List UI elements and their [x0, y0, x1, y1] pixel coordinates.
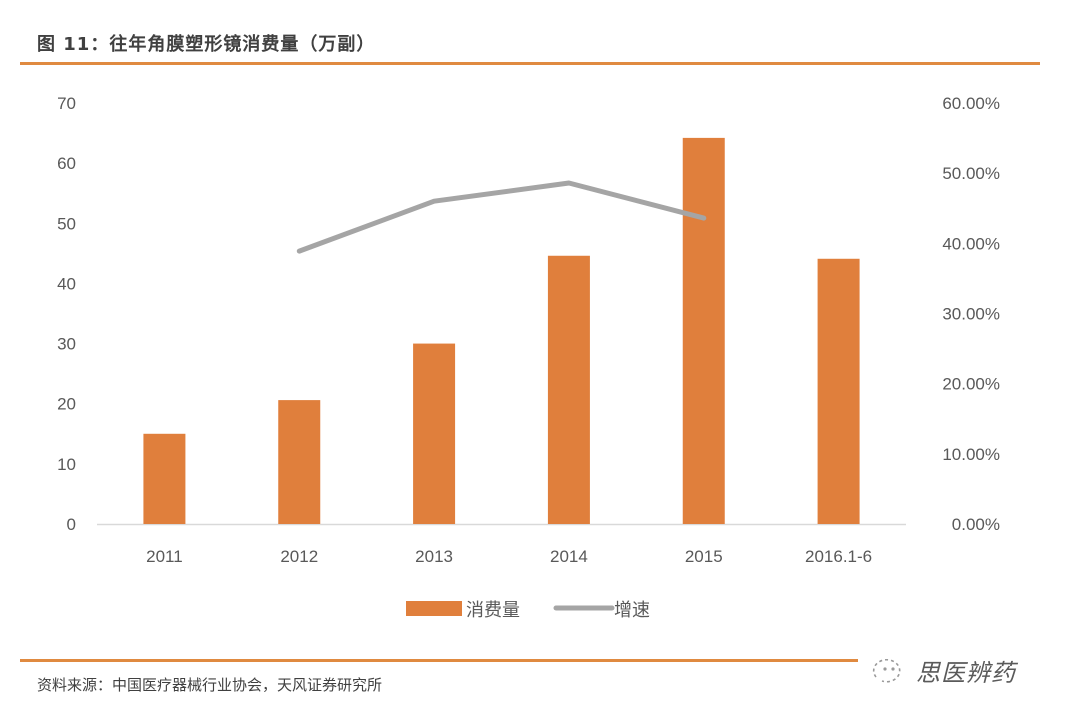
right-axis-tick: 0.00%	[952, 515, 1000, 534]
left-axis-ticks: 0 10 20 30 40 50 60 70	[57, 94, 76, 534]
left-axis-tick: 70	[57, 94, 76, 113]
bar	[817, 258, 860, 524]
legend-line-label: 增速	[614, 600, 650, 621]
right-axis-tick: 30.00%	[942, 305, 1000, 324]
right-axis-tick: 40.00%	[942, 234, 1000, 253]
left-axis-tick: 50	[57, 214, 76, 233]
legend-bar-label: 消费量	[466, 600, 520, 621]
legend: 消费量 增速	[406, 600, 650, 621]
right-axis-tick: 60.00%	[942, 94, 1000, 113]
bar	[143, 433, 186, 524]
x-axis-tick: 2016.1-6	[805, 547, 872, 566]
x-axis-tick: 2012	[280, 547, 318, 566]
figure-title: 图 11：往年角膜塑形镜消费量（万副）	[37, 34, 376, 55]
legend-bar-swatch	[406, 601, 462, 616]
left-axis-tick: 20	[57, 395, 76, 414]
x-axis-labels: 2011 2012 2013 2014 2015 2016.1-6	[146, 547, 872, 566]
watermark-text: 思医辨药	[916, 658, 1016, 687]
bar	[547, 255, 590, 524]
top-divider	[20, 62, 1040, 65]
x-axis-tick: 2015	[685, 547, 723, 566]
x-axis-tick: 2011	[146, 547, 183, 566]
right-axis-tick: 10.00%	[942, 445, 1000, 464]
bar	[278, 400, 321, 524]
left-axis-tick: 60	[57, 154, 76, 173]
watermark: 思医辨药	[872, 652, 1016, 688]
right-axis-ticks: 0.00% 10.00% 20.00% 30.00% 40.00% 50.00% 60.00…	[942, 94, 1000, 534]
bar-series	[143, 137, 860, 524]
left-axis-tick: 40	[57, 274, 76, 293]
left-axis-tick: 0	[67, 515, 76, 534]
source-note: 资料来源：中国医疗器械行业协会，天风证券研究所	[37, 676, 383, 694]
bar	[413, 343, 456, 524]
right-axis-tick: 20.00%	[942, 375, 1000, 394]
left-axis-tick: 10	[57, 455, 76, 474]
x-axis-tick: 2014	[550, 547, 588, 566]
line-series	[296, 180, 707, 254]
right-axis-tick: 50.00%	[942, 164, 1000, 183]
bar	[682, 137, 725, 524]
combo-chart: 0 10 20 30 40 50 60 70 0.00% 10.00% 20.00% 30.00% 4…	[57, 94, 1000, 621]
bottom-divider	[20, 659, 858, 662]
x-axis-tick: 2013	[415, 547, 453, 566]
wechat-icon	[872, 658, 901, 683]
left-axis-tick: 30	[57, 335, 76, 354]
